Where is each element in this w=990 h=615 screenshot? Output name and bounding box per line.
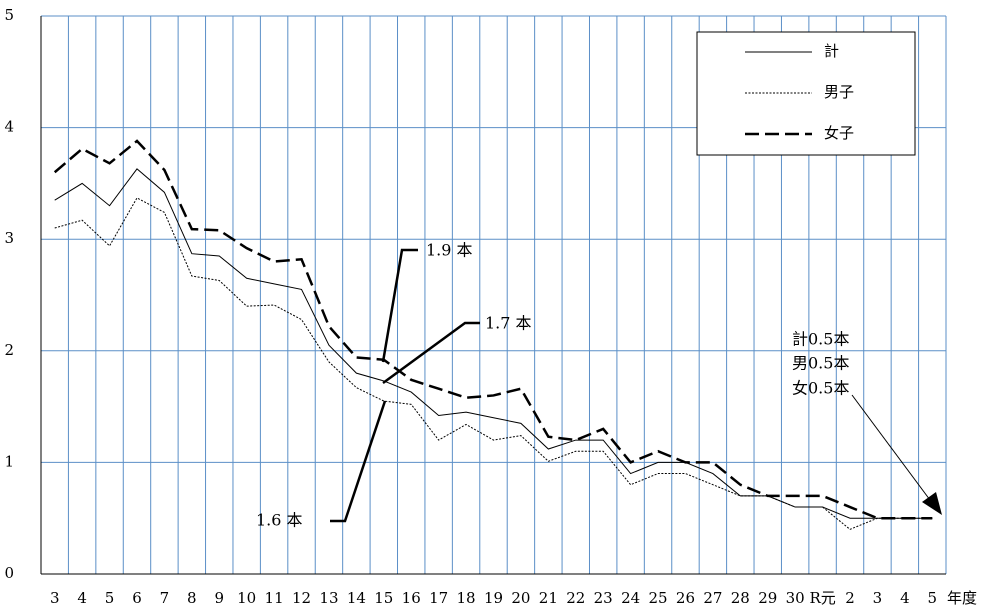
x-tick-label: 3 — [873, 589, 883, 607]
y-tick-label: 3 — [4, 229, 14, 247]
x-tick-label: 29 — [758, 589, 777, 607]
x-tick-label: 4 — [77, 589, 87, 607]
x-tick-label: 23 — [594, 589, 613, 607]
x-tick-label: 4 — [900, 589, 910, 607]
x-tick-label: R元 — [809, 589, 835, 607]
legend-label: 計 — [824, 42, 839, 60]
annotation: 1.7 本 — [485, 314, 532, 333]
x-tick-label: 6 — [132, 589, 142, 607]
callout-line — [330, 400, 387, 523]
x-tick-label: 26 — [676, 589, 695, 607]
x-tick-label: 10 — [237, 589, 256, 607]
x-tick-label: 11 — [265, 589, 284, 607]
legend-label: 男子 — [824, 83, 854, 101]
x-tick-label: 19 — [484, 589, 503, 607]
y-tick-label: 4 — [4, 118, 14, 136]
x-tick-label: 12 — [292, 589, 311, 607]
x-tick-label: 22 — [566, 589, 585, 607]
x-tick-label: 15 — [374, 589, 393, 607]
x-tick-label: 16 — [402, 589, 421, 607]
callout-line — [381, 248, 418, 363]
annotation: 1.6 本 — [256, 511, 303, 530]
x-tick-label: 7 — [160, 589, 170, 607]
annotation: 1.9 本 — [426, 241, 473, 260]
x-tick-label: 2 — [845, 589, 855, 607]
y-tick-label: 5 — [4, 6, 14, 24]
annotation: 計0.5本 — [792, 330, 849, 349]
series-line — [53, 139, 933, 520]
x-tick-label: 18 — [457, 589, 476, 607]
x-tick-label: 17 — [429, 589, 448, 607]
arrow-head — [922, 492, 942, 515]
callout-arrow — [851, 394, 931, 501]
x-tick-label: 8 — [187, 589, 197, 607]
callout-line — [382, 321, 480, 385]
annotation: 女0.5本 — [792, 379, 849, 398]
x-axis-unit: 年度 — [947, 589, 977, 607]
y-tick-label: 1 — [4, 452, 14, 470]
y-tick-label: 2 — [4, 341, 14, 359]
x-tick-label: 14 — [347, 589, 366, 607]
y-tick-label: 0 — [4, 564, 14, 582]
x-tick-label: 30 — [786, 589, 805, 607]
legend-label: 女子 — [824, 124, 854, 142]
x-tick-label: 21 — [539, 589, 558, 607]
x-tick-label: 20 — [511, 589, 530, 607]
x-tick-label: 24 — [621, 589, 640, 607]
x-tick-label: 3 — [50, 589, 60, 607]
x-tick-label: 5 — [928, 589, 938, 607]
x-tick-label: 27 — [703, 589, 722, 607]
series-line — [54, 197, 933, 530]
x-tick-label: 13 — [319, 589, 338, 607]
annotation: 男0.5本 — [792, 354, 849, 373]
series-lines — [53, 139, 933, 530]
x-tick-label: 28 — [731, 589, 750, 607]
x-tick-label: 5 — [105, 589, 115, 607]
x-tick-label: 25 — [648, 589, 667, 607]
x-tick-label: 9 — [214, 589, 224, 607]
